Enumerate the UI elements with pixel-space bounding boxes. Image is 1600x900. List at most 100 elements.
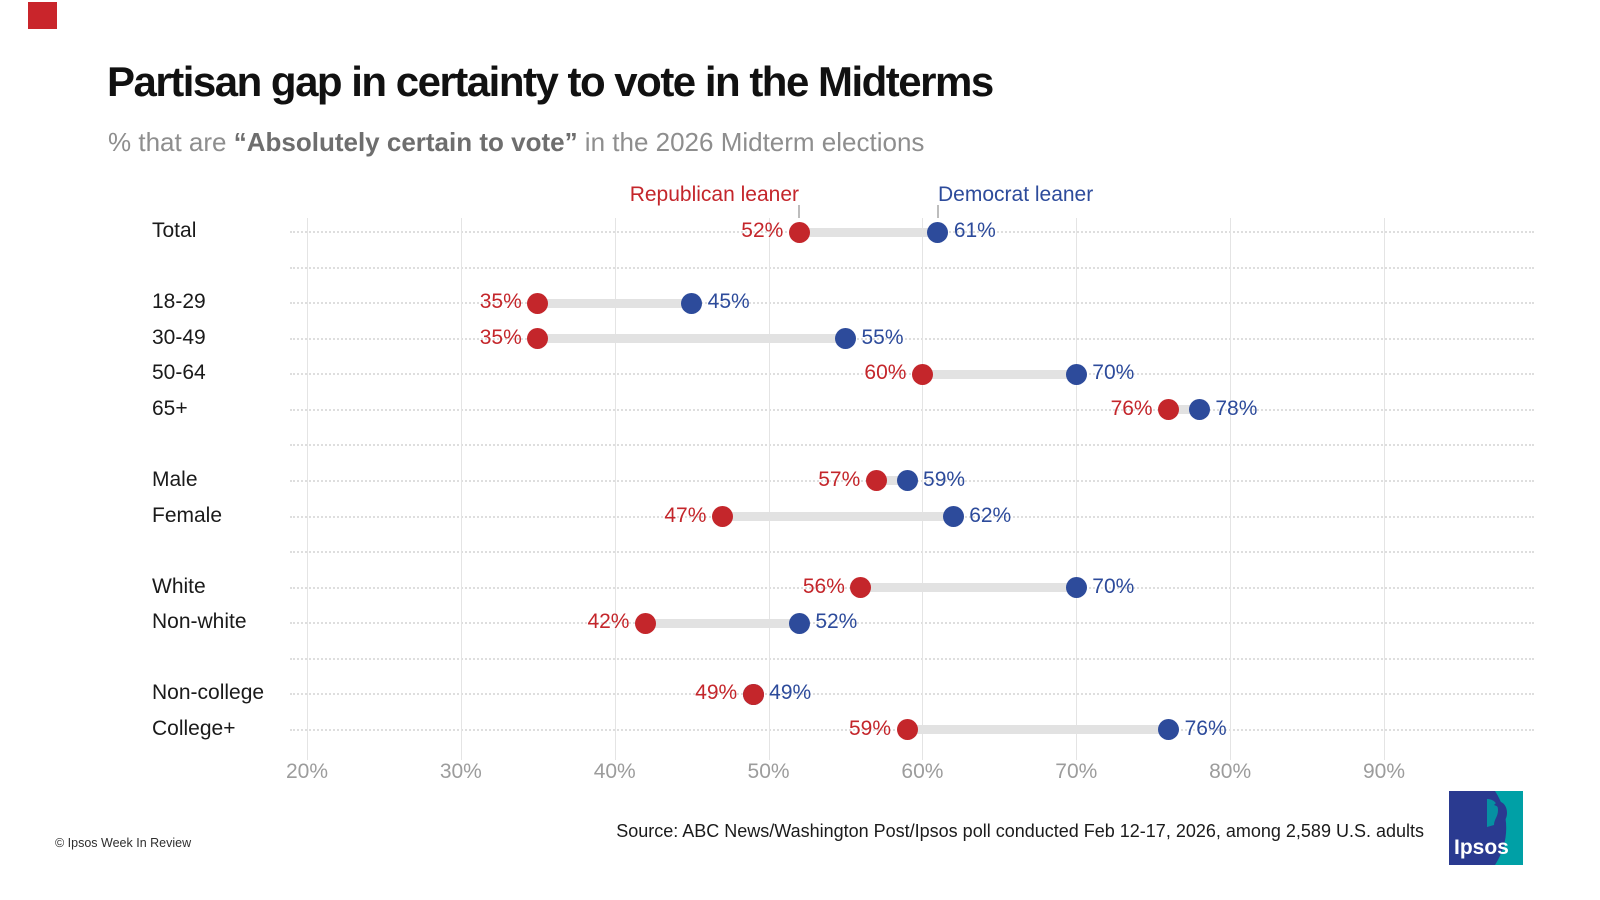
category-label: Total <box>152 219 197 242</box>
republican-value-label: 42% <box>587 610 630 634</box>
republican-dot <box>711 506 733 528</box>
x-gridline <box>1076 218 1078 760</box>
republican-dot <box>527 328 549 350</box>
category-label: College+ <box>152 716 236 740</box>
republican-dot <box>865 470 887 492</box>
x-axis-label: 60% <box>901 760 944 783</box>
copyright-note: © Ipsos Week In Review <box>55 836 192 850</box>
republican-value-label: 49% <box>695 681 738 705</box>
democrat-dot <box>681 292 703 314</box>
democrat-value-label: 49% <box>769 681 812 705</box>
republican-dot <box>634 612 656 634</box>
x-gridline <box>460 218 462 760</box>
row-gridline <box>290 551 1534 554</box>
democrat-dot <box>788 612 810 634</box>
dumbbell-connector <box>860 583 1077 593</box>
dumbbell-connector <box>722 512 954 522</box>
dumbbell-connector <box>907 725 1169 735</box>
page-title: Partisan gap in certainty to vote in the… <box>107 58 994 105</box>
row-gridline <box>290 444 1534 447</box>
category-label: White <box>152 574 206 598</box>
legend-pointer-tick-republican <box>798 205 801 218</box>
dumbbell-connector <box>799 227 938 237</box>
x-axis-label: 30% <box>439 760 482 783</box>
dumbbell-connector <box>537 298 692 308</box>
democrat-value-label: 55% <box>861 325 904 349</box>
republican-value-label: 76% <box>1110 396 1153 420</box>
democrat-dot <box>896 470 918 492</box>
republican-value-label: 35% <box>479 290 522 314</box>
republican-value-label: 52% <box>741 219 784 242</box>
ipsos-logo-text: Ipsos <box>1454 836 1509 859</box>
legend-republican-leaner: Republican leaner <box>629 183 799 206</box>
democrat-dot <box>834 328 856 350</box>
republican-value-label: 35% <box>479 325 522 349</box>
republican-value-label: 56% <box>802 574 845 598</box>
republican-dot <box>788 221 810 243</box>
x-gridline <box>1383 218 1385 760</box>
democrat-value-label: 59% <box>923 467 966 491</box>
row-gridline <box>290 337 1534 340</box>
democrat-value-label: 45% <box>707 290 750 314</box>
republican-dot <box>527 292 549 314</box>
x-gridline <box>768 218 770 760</box>
category-label: 65+ <box>152 396 188 420</box>
dumbbell-connector <box>537 334 846 344</box>
dumbbell-connector <box>645 618 800 628</box>
republican-value-label: 47% <box>664 503 707 527</box>
dumbbell-connector <box>1168 405 1200 415</box>
x-axis-label: 40% <box>593 760 636 783</box>
x-axis-label: 50% <box>747 760 790 783</box>
chart-subtitle: % that are “Absolutely certain to vote” … <box>108 127 924 158</box>
category-label: 18-29 <box>152 290 206 314</box>
row-gridline <box>290 693 1534 696</box>
democrat-dot <box>1065 577 1087 599</box>
subtitle-bold: “Absolutely certain to vote” <box>233 127 578 157</box>
democrat-dot <box>1158 719 1180 741</box>
democrat-dot <box>927 221 949 243</box>
x-axis-label: 90% <box>1362 760 1405 783</box>
democrat-value-label: 70% <box>1092 574 1135 598</box>
democrat-dot <box>942 506 964 528</box>
category-label: Non-white <box>152 610 247 634</box>
category-label: Male <box>152 467 198 491</box>
row-gridline <box>290 622 1534 625</box>
subtitle-prefix: % that are <box>108 127 234 157</box>
category-label: 50-64 <box>152 361 206 385</box>
x-axis-label: 70% <box>1055 760 1098 783</box>
subtitle-suffix: in the 2026 Midterm elections <box>577 127 925 157</box>
legend-pointer-tick-democrat <box>936 205 939 218</box>
republican-dot <box>896 719 918 741</box>
republican-dot <box>742 683 764 705</box>
dumbbell-connector <box>876 476 908 486</box>
democrat-dot <box>1065 363 1087 385</box>
x-axis-label: 80% <box>1209 760 1252 783</box>
democrat-value-label: 52% <box>815 610 858 634</box>
democrat-value-label: 70% <box>1092 361 1135 385</box>
republican-value-label: 60% <box>864 361 907 385</box>
red-corner-square <box>28 2 57 29</box>
row-gridline <box>290 302 1534 305</box>
x-gridline <box>307 218 308 760</box>
ipsos-logo: Ipsos <box>1449 791 1523 865</box>
row-gridline <box>290 657 1534 660</box>
democrat-dot <box>1188 399 1210 421</box>
republican-dot <box>1158 399 1180 421</box>
x-gridline <box>614 218 616 760</box>
dumbbell-connector <box>922 369 1077 379</box>
republican-value-label: 57% <box>818 467 861 491</box>
source-note: Source: ABC News/Washington Post/Ipsos p… <box>616 821 1424 841</box>
row-gridline <box>290 408 1534 411</box>
republican-dot <box>850 577 872 599</box>
x-gridline <box>1230 218 1232 760</box>
democrat-value-label: 61% <box>953 219 996 242</box>
democrat-value-label: 76% <box>1184 716 1227 740</box>
republican-dot <box>911 363 933 385</box>
democrat-value-label: 62% <box>969 503 1012 527</box>
row-gridline <box>290 266 1534 269</box>
democrat-value-label: 78% <box>1215 396 1258 420</box>
x-gridline <box>922 218 924 760</box>
legend-democrat-leaner: Democrat leaner <box>938 183 1094 206</box>
